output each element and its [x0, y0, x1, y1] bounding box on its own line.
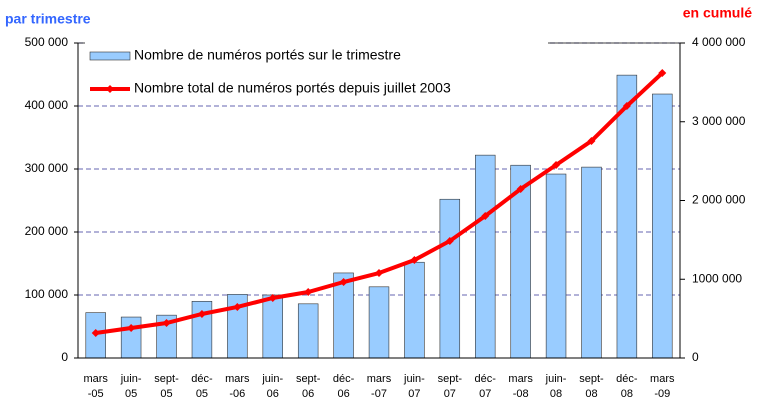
line-marker	[552, 160, 561, 169]
bar	[120, 316, 142, 359]
line-marker	[233, 302, 242, 311]
bar	[368, 286, 390, 359]
bar	[404, 261, 425, 359]
x-tick-label: mars-08	[508, 373, 533, 400]
bar	[297, 303, 319, 359]
line-marker	[658, 69, 667, 78]
bar	[652, 93, 673, 359]
y-tick-label: 100 000	[25, 287, 69, 301]
line-marker	[445, 236, 454, 245]
line-marker	[375, 269, 383, 278]
legend-label: Nombre total de numéros portés depuis ju…	[134, 80, 451, 96]
x-tick-label: mars-09	[650, 373, 675, 400]
x-tick-label: juin-06	[262, 373, 284, 400]
line-marker	[339, 278, 348, 287]
x-tick-label: déc-06	[332, 373, 355, 400]
y2-tick-label: 2 000 000	[692, 193, 746, 207]
y2-tick-label: 4 000 000	[692, 35, 746, 49]
x-tick-label: juin-07	[404, 373, 425, 400]
x-tick-label: déc-05	[191, 373, 213, 400]
x-tick-label: sept-07	[437, 373, 463, 400]
x-tick-label: sept-08	[579, 373, 604, 400]
x-tick-label: sept-05	[154, 373, 179, 400]
legend-swatch	[89, 51, 131, 61]
y-tick-label: 300 000	[25, 161, 69, 175]
x-tick-label: juin-05	[120, 373, 142, 400]
x-tick-label: mars-06	[225, 373, 250, 400]
y2-tick-label: 3 000 000	[692, 114, 746, 128]
bar	[475, 154, 496, 359]
x-tick-label: mars-07	[366, 373, 392, 400]
y-tick-label: 500 000	[25, 35, 69, 49]
line-marker	[91, 329, 100, 338]
y-tick-label: 0	[61, 350, 68, 364]
line-marker	[516, 185, 525, 194]
line-marker	[162, 319, 171, 328]
line-marker	[304, 288, 313, 297]
y-tick-label: 400 000	[25, 98, 69, 112]
y2-tick-label: 1000 000	[692, 271, 742, 285]
y-tick-label: 200 000	[25, 224, 69, 238]
x-tick-label: sept-06	[295, 373, 321, 400]
line-marker	[268, 293, 277, 302]
x-tick-label: déc-08	[616, 373, 638, 400]
legend-marker	[106, 85, 114, 93]
line-marker	[410, 256, 419, 265]
legend-box	[85, 36, 548, 103]
legend-label: Nombre de numéros portés sur le trimestr…	[134, 47, 401, 63]
x-tick-label: juin-08	[545, 373, 567, 400]
line-marker	[197, 309, 206, 318]
left-axis-label: par trimestre	[5, 11, 91, 27]
line-marker	[481, 212, 490, 221]
bar	[262, 294, 283, 359]
bar	[581, 166, 602, 359]
y2-tick-label: 0	[692, 350, 699, 364]
x-tick-label: mars-05	[83, 373, 108, 400]
bar	[439, 198, 461, 359]
bar	[191, 300, 213, 359]
right-axis-label: en cumulé	[683, 5, 752, 21]
bar	[545, 173, 567, 359]
line-marker	[587, 136, 596, 145]
line-marker	[127, 323, 136, 332]
x-tick-label: déc-07	[474, 373, 496, 400]
bar	[616, 74, 638, 359]
line-marker	[622, 102, 631, 110]
